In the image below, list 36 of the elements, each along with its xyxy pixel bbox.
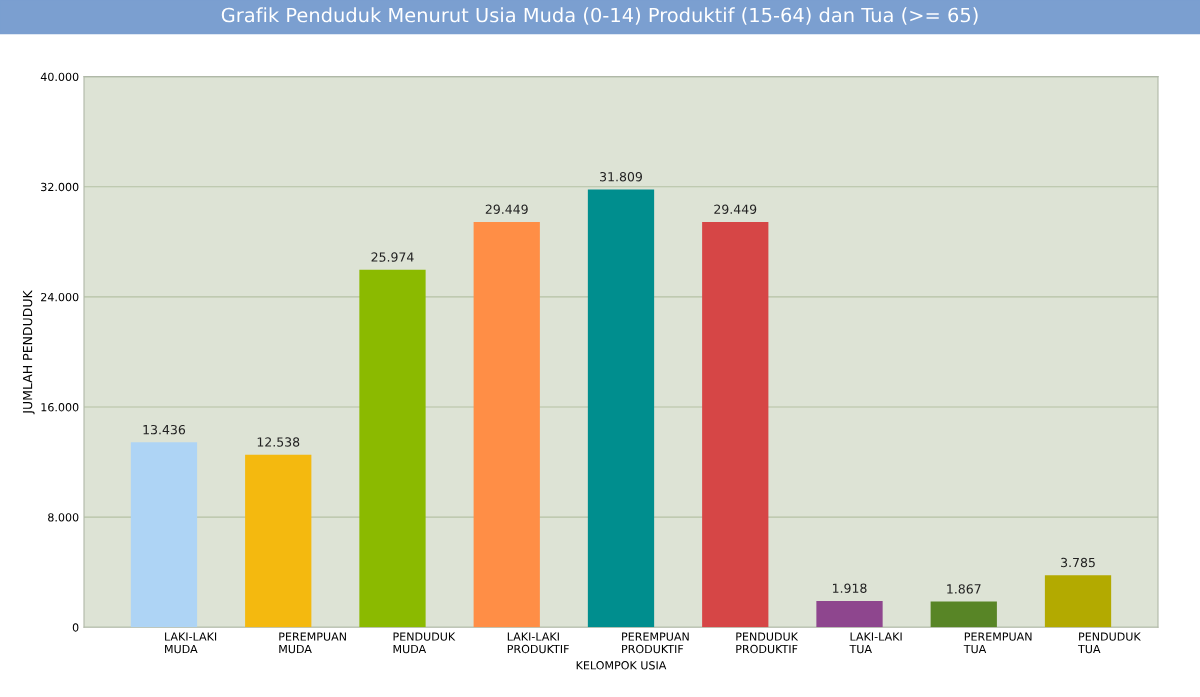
- data-label: 29.449: [714, 204, 757, 214]
- y-tick-label: 24.000: [41, 292, 79, 302]
- bar: [702, 221, 769, 628]
- chart-title: Grafik Penduduk Menurut Usia Muda (0-14) Produktif (15-64) dan Tua (>= 65): [221, 7, 978, 25]
- data-label: 25.974: [371, 252, 414, 262]
- x-tick-label: PEREMPUAN TUA: [963, 632, 1032, 654]
- x-tick-label: LAKI-LAKI MUDA: [165, 632, 217, 654]
- x-tick-label: LAKI-LAKI TUA: [849, 632, 902, 654]
- data-label: 31.809: [600, 171, 642, 182]
- bar: [816, 600, 883, 628]
- x-tick-label: PENDUDUK PRODUKTIF: [736, 632, 799, 654]
- bar: [587, 189, 655, 628]
- bar: [1044, 575, 1112, 628]
- x-tick-label: LAKI-LAKI PRODUKTIF: [507, 632, 569, 654]
- y-tick-label: 8.000: [48, 513, 79, 522]
- bar: [473, 221, 540, 628]
- x-tick-label: PEREMPUAN MUDA: [279, 632, 346, 654]
- y-tick-label: 40.000: [40, 72, 79, 82]
- x-tick-label: PENDUDUK TUA: [1077, 632, 1141, 654]
- bar: [130, 442, 198, 628]
- data-label: 1.867: [947, 584, 981, 594]
- data-label: 3.785: [1061, 557, 1095, 568]
- data-label: 1.918: [832, 583, 867, 593]
- bar: [359, 269, 426, 628]
- y-tick-label: 0: [72, 623, 79, 632]
- data-label: 13.436: [143, 424, 186, 435]
- y-tick-label: 16.000: [41, 403, 79, 412]
- bar: [930, 601, 997, 628]
- x-axis-title: KELOMPOK USIA: [576, 661, 667, 670]
- x-tick-label: PEREMPUAN PRODUKTIF: [622, 632, 689, 654]
- y-axis-title: JUMLAH PENDUDUK: [22, 290, 35, 415]
- bar: [245, 454, 312, 628]
- y-tick-label: 32.000: [41, 182, 79, 192]
- data-label: 12.538: [257, 437, 300, 447]
- x-tick-label: PENDUDUK MUDA: [393, 632, 456, 654]
- data-label: 29.449: [485, 204, 528, 214]
